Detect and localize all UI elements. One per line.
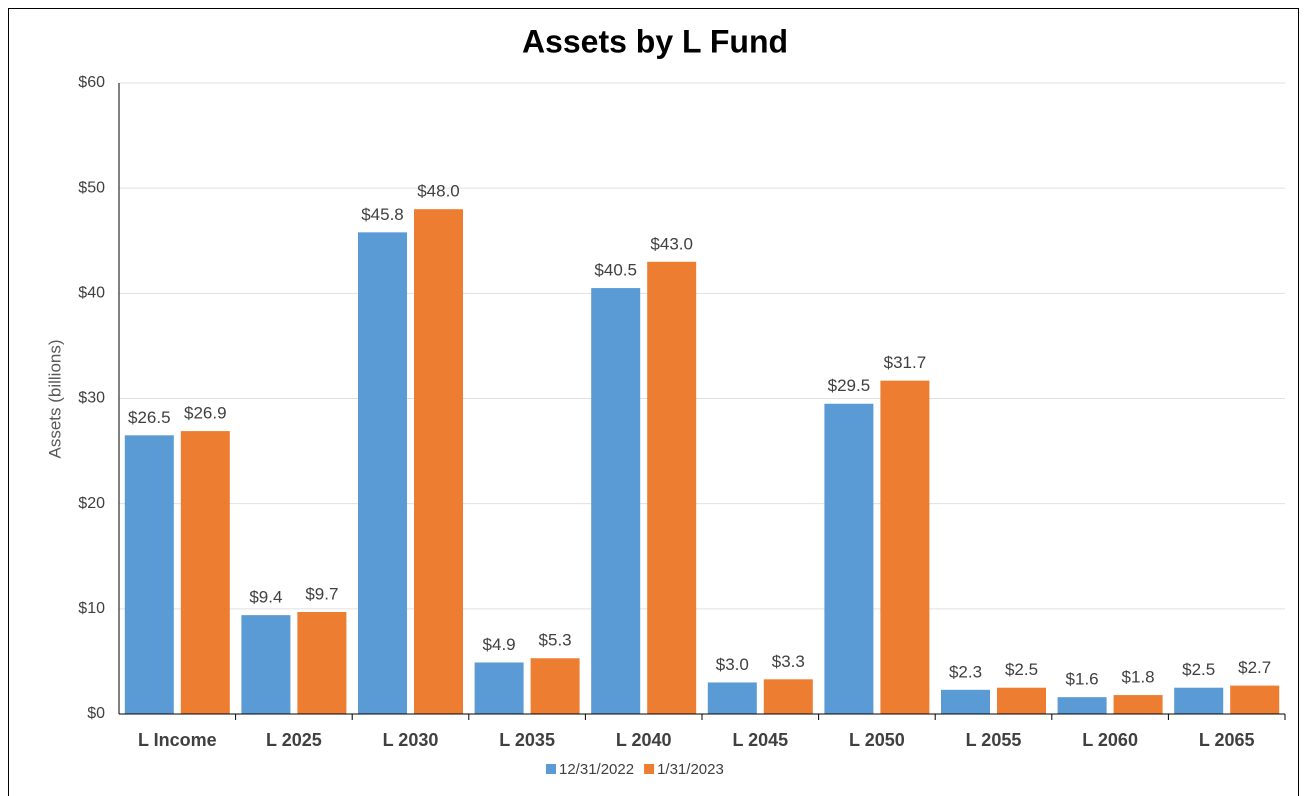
data-label: $29.5: [828, 376, 871, 395]
bar: [241, 615, 291, 714]
data-label: $9.7: [305, 584, 338, 603]
bar: [707, 682, 757, 714]
data-label: $26.9: [184, 404, 227, 423]
bar: [530, 658, 580, 714]
bar: [358, 232, 407, 714]
x-tick-label: L 2040: [616, 730, 672, 750]
data-label: $3.0: [716, 655, 749, 674]
y-tick-label: $50: [78, 179, 105, 196]
y-tick-label: $20: [78, 495, 105, 512]
data-label: $1.8: [1122, 668, 1155, 687]
bar: [880, 380, 930, 714]
legend-swatch: [644, 764, 655, 774]
legend-swatch: [546, 764, 556, 774]
data-label: $2.5: [1005, 660, 1038, 679]
x-tick-label: L 2065: [1199, 730, 1255, 750]
data-label: $43.0: [650, 234, 693, 253]
y-tick-label: $0: [87, 705, 105, 722]
data-label: $9.4: [249, 588, 282, 607]
bar: [414, 209, 463, 714]
chart-title: Assets by L Fund: [522, 23, 788, 59]
data-label: $1.6: [1066, 670, 1099, 689]
data-label: $2.7: [1238, 658, 1271, 677]
legend-label: 12/31/2022: [559, 761, 634, 778]
x-tick-label: L 2055: [966, 730, 1022, 750]
x-tick-label: L 2045: [732, 730, 788, 750]
bar: [474, 662, 524, 714]
y-tick-label: $30: [78, 390, 105, 407]
data-label: $2.3: [949, 662, 982, 681]
bar: [124, 435, 174, 714]
bar: [763, 679, 813, 714]
x-tick-label: L 2030: [383, 730, 439, 750]
y-tick-label: $10: [78, 600, 105, 617]
data-label: $40.5: [594, 261, 637, 280]
y-tick-label: $60: [78, 74, 105, 91]
x-tick-label: L 2050: [849, 730, 905, 750]
data-label: $2.5: [1182, 660, 1215, 679]
bar: [647, 261, 697, 714]
data-label: $3.3: [772, 652, 805, 671]
bar: [997, 687, 1046, 714]
bar: [941, 689, 990, 714]
bar: [1174, 687, 1224, 714]
data-label: $45.8: [361, 205, 404, 224]
bar: [297, 611, 347, 714]
data-label: $4.9: [483, 635, 516, 654]
bar: [1113, 695, 1163, 714]
data-label: $48.0: [417, 182, 460, 201]
y-axis-label: Assets (billions): [45, 339, 64, 458]
bar: [1057, 697, 1107, 714]
x-tick-label: L 2035: [499, 730, 555, 750]
bar: [180, 431, 230, 714]
bar: [824, 403, 874, 714]
x-tick-label: L 2060: [1082, 730, 1138, 750]
data-label: $5.3: [539, 631, 572, 650]
x-tick-label: L Income: [138, 730, 217, 750]
y-tick-label: $40: [78, 285, 105, 302]
x-tick-label: L 2025: [266, 730, 322, 750]
legend-label: 1/31/2023: [657, 761, 724, 778]
data-label: $31.7: [884, 353, 927, 372]
data-label: $26.5: [128, 408, 171, 427]
bar: [1230, 685, 1280, 714]
bar: [591, 288, 641, 714]
